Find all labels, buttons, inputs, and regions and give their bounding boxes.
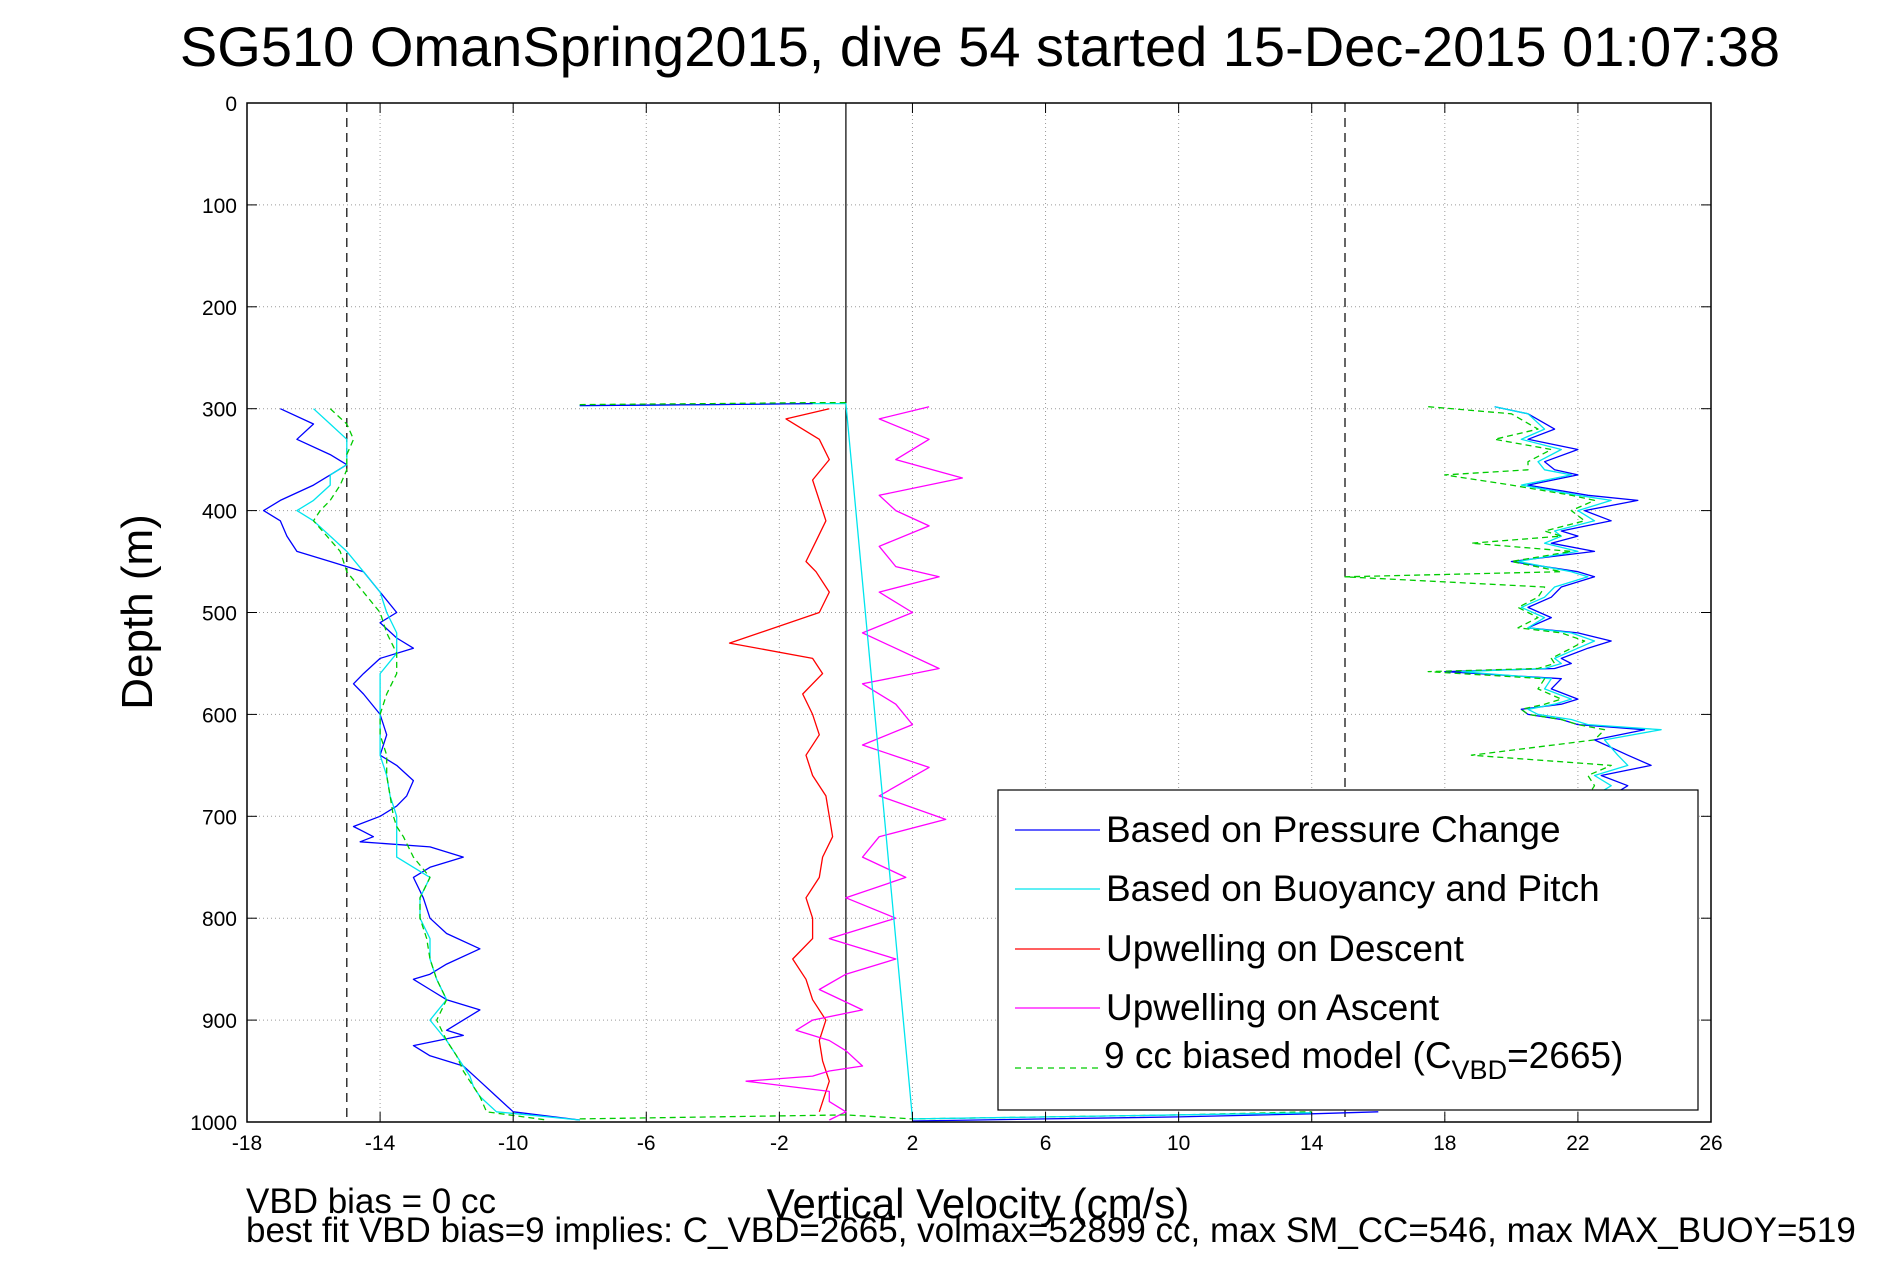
x-tick-label: -6 (637, 1132, 656, 1155)
x-axis-label: Vertical Velocity (cm/s) (767, 1180, 1189, 1227)
y-axis-label: Depth (m) (113, 514, 162, 710)
y-tick-label: 700 (202, 806, 237, 829)
y-tick-label: 800 (202, 908, 237, 931)
legend-box (997, 789, 1699, 1111)
legend: Based on Pressure Change Based on Buoyan… (997, 789, 1699, 1111)
legend-label-ascent: Upwelling on Ascent (1106, 987, 1440, 1028)
legend-label-descent: Upwelling on Descent (1106, 928, 1465, 969)
footer-line-1: VBD bias = 0 cc (246, 1182, 496, 1221)
x-tick-label: -10 (498, 1132, 528, 1155)
series-line-11 (579, 402, 813, 407)
legend-model-suffix: =2665) (1507, 1035, 1623, 1076)
x-tick-label: -2 (770, 1132, 789, 1155)
chart-title: SG510 OmanSpring2015, dive 54 started 15… (180, 15, 1780, 78)
series-line-4 (312, 408, 547, 1121)
y-tick-label: 600 (202, 704, 237, 727)
x-tick-label: 22 (1566, 1132, 1589, 1155)
y-tick-label: 0 (225, 93, 237, 116)
series-line-0 (262, 408, 580, 1121)
legend-label-pressure: Based on Pressure Change (1106, 809, 1561, 850)
x-tick-label: -18 (232, 1132, 262, 1155)
legend-model-prefix: 9 cc biased model (C (1104, 1035, 1452, 1076)
x-tick-label: 10 (1167, 1132, 1190, 1155)
y-tick-label: 100 (202, 195, 237, 218)
x-tick-label: 14 (1300, 1132, 1324, 1155)
x-tick-label: 26 (1699, 1132, 1722, 1155)
x-tick-label: 2 (907, 1132, 919, 1155)
y-tick-label: 200 (202, 297, 237, 320)
x-tick-label: 6 (1040, 1132, 1052, 1155)
legend-model-subscript: VBD (1452, 1055, 1508, 1085)
series-line-12 (579, 401, 846, 406)
plot-area: -18 -14 -10 -6 -2 2 6 10 14 18 22 26010020030040050… (190, 93, 1722, 1155)
series-line-7 (1344, 406, 1612, 797)
axis-ticks: -18 -14 -10 -6 -2 2 6 10 14 18 22 26010020030040050… (190, 93, 1722, 1155)
legend-label-buoyancy: Based on Buoyancy and Pitch (1106, 868, 1600, 909)
y-tick-label: 400 (202, 501, 237, 524)
y-tick-label: 300 (202, 399, 237, 422)
series-line-3 (745, 406, 964, 1121)
series-line-6 (1460, 406, 1662, 797)
reference-lines (346, 103, 1346, 1122)
series-group (262, 401, 1662, 1122)
footer-line-2: best fit VBD bias=9 implies: C_VBD=2665,… (246, 1211, 1856, 1250)
y-tick-label: 1000 (190, 1112, 237, 1135)
x-tick-label: -14 (365, 1132, 396, 1155)
series-line-1 (296, 408, 580, 1121)
y-tick-label: 900 (202, 1010, 237, 1033)
legend-label-model: 9 cc biased model (CVBD=2665) (1104, 1035, 1623, 1085)
y-tick-label: 500 (202, 603, 237, 626)
series-line-2 (728, 408, 834, 1113)
x-tick-label: 18 (1433, 1132, 1456, 1155)
series-line-5 (1444, 406, 1652, 797)
